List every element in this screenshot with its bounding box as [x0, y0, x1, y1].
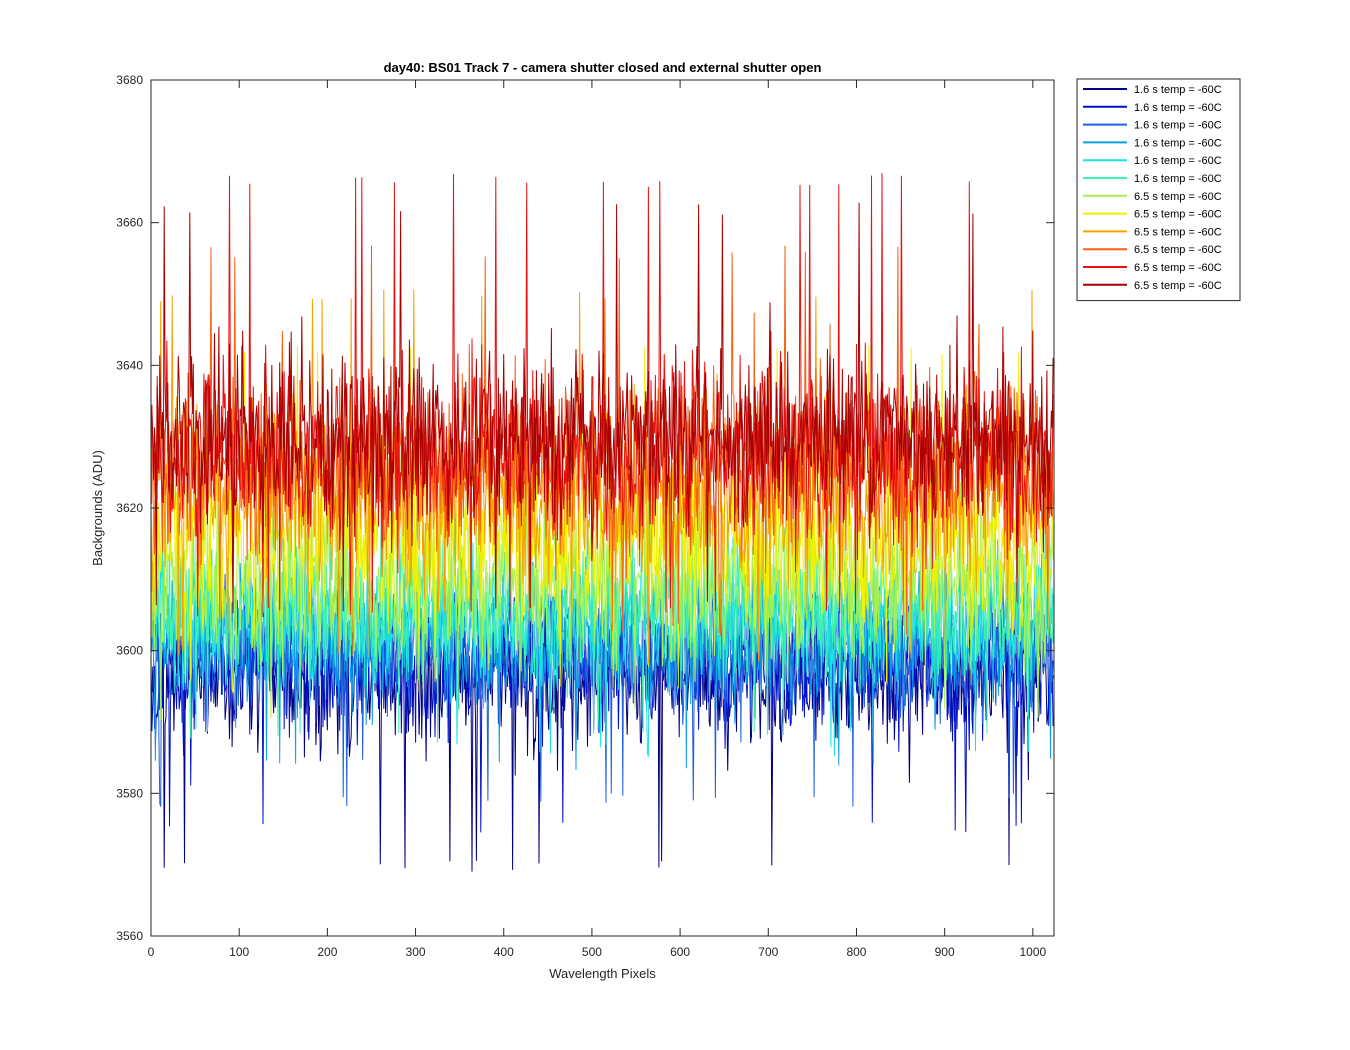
y-tick-label: 3600 — [116, 644, 143, 658]
x-axis-label: Wavelength Pixels — [549, 966, 656, 981]
y-tick-label: 3580 — [116, 786, 143, 800]
x-tick-label: 100 — [229, 945, 249, 959]
legend-entry: 1.6 s temp = -60C — [1134, 102, 1222, 114]
x-tick-label: 400 — [494, 945, 514, 959]
x-tick-label: 700 — [758, 945, 778, 959]
y-tick-label: 3560 — [116, 929, 143, 943]
x-tick-label: 0 — [148, 945, 155, 959]
legend: 1.6 s temp = -60C 1.6 s temp = -60C 1.6 s … — [1076, 78, 1241, 302]
x-tick-label: 200 — [317, 945, 337, 959]
legend-entry: 1.6 s temp = -60C — [1134, 84, 1222, 96]
x-tick-label: 900 — [935, 945, 955, 959]
series-layer — [151, 173, 1054, 872]
x-tick-label: 500 — [582, 945, 602, 959]
legend-entry: 6.5 s temp = -60C — [1134, 262, 1222, 274]
x-tick-label: 600 — [670, 945, 690, 959]
legend-box — [1076, 78, 1241, 302]
legend-entry: 6.5 s temp = -60C — [1134, 244, 1222, 256]
x-tick-label: 800 — [846, 945, 866, 959]
x-tick-label: 300 — [406, 945, 426, 959]
legend-entry: 1.6 s temp = -60C — [1134, 155, 1222, 167]
chart-title: day40: BS01 Track 7 - camera shutter clo… — [384, 60, 822, 75]
y-tick-label: 3640 — [116, 358, 143, 372]
x-tick-label: 1000 — [1019, 945, 1046, 959]
y-axis-label: Backgrounds (ADU) — [90, 450, 105, 566]
legend-entry: 6.5 s temp = -60C — [1134, 191, 1222, 203]
y-tick-label: 3680 — [116, 73, 143, 87]
legend-entry: 6.5 s temp = -60C — [1134, 209, 1222, 221]
legend-entry: 6.5 s temp = -60C — [1134, 226, 1222, 238]
legend-entry: 1.6 s temp = -60C — [1134, 173, 1222, 185]
series-line-12 — [151, 202, 1054, 614]
y-tick-label: 3660 — [116, 216, 143, 230]
y-tick-label: 3620 — [116, 501, 143, 515]
legend-entry: 6.5 s temp = -60C — [1134, 280, 1222, 292]
x-axis: 0 100 200 300 400 500 600 700 800 900 1000 — [148, 80, 1047, 959]
y-axis: 3560 3580 3600 3620 3640 3660 3680 — [116, 73, 1054, 943]
legend-entry: 1.6 s temp = -60C — [1134, 120, 1222, 132]
legend-entry: 1.6 s temp = -60C — [1134, 137, 1222, 149]
